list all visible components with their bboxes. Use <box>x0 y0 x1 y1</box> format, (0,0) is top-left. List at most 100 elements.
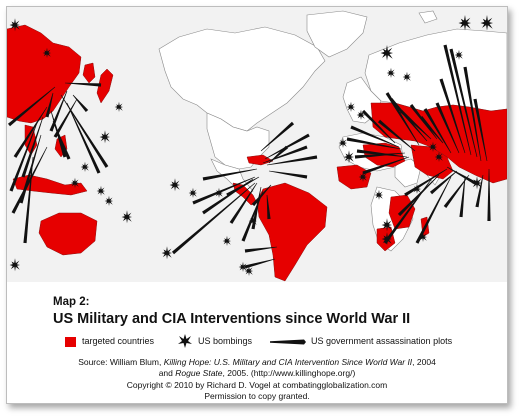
assassination-plot-line <box>53 98 78 138</box>
assassination-plot-line <box>346 137 402 150</box>
bombing-marker <box>214 187 223 198</box>
assassination-plot-line <box>229 182 258 224</box>
assassination-plot-line <box>459 176 466 218</box>
bombing-marker <box>104 195 113 206</box>
bombing-marker <box>99 130 110 144</box>
assassination-plot-line <box>13 106 48 158</box>
saudi-arabia <box>394 158 422 188</box>
bombing-marker <box>169 178 180 192</box>
bombing-marker <box>358 171 367 182</box>
assassination-plot-line <box>463 66 482 162</box>
legend: targeted countries US bombings US govern… <box>65 334 505 350</box>
assassination-plot-line <box>72 94 89 113</box>
assassination-plot-line <box>60 94 109 168</box>
assassination-plot-line <box>11 146 48 214</box>
bombing-marker <box>244 265 253 276</box>
assassination-plot-line <box>241 190 264 242</box>
korea <box>82 62 96 84</box>
assassination-plot-line <box>264 133 310 160</box>
permission: Permission to copy granted. <box>204 391 310 401</box>
bombing-marker <box>9 258 20 272</box>
bombing-marker <box>434 151 443 162</box>
assassination-plot-line <box>266 194 271 220</box>
china <box>7 24 82 124</box>
assassination-plot-lines <box>7 44 491 269</box>
assassination-plot-line <box>362 156 410 175</box>
bombing-marker <box>114 101 123 112</box>
bombing-marker <box>9 18 20 32</box>
assassination-plot-line <box>443 174 470 208</box>
assassination-plot-line <box>377 119 416 152</box>
canada <box>158 26 326 132</box>
assassination-plot-line <box>383 176 434 244</box>
assassination-plot-line <box>429 170 458 195</box>
assassination-plot-line <box>9 122 38 192</box>
assassination-plot-line <box>244 246 278 253</box>
bombing-marker <box>248 215 257 226</box>
copyright: Copyright © 2010 by Richard D. Vogel at … <box>126 380 388 390</box>
bombing-marker <box>418 231 427 242</box>
bomb-burst-icon <box>178 334 192 348</box>
assassination-plot-line <box>354 152 406 159</box>
assassination-plot-line <box>473 98 488 162</box>
bombing-marker <box>402 71 411 82</box>
source-line-1: Source: William Blum, Killing Hope: U.S.… <box>78 357 436 367</box>
bombing-marker <box>381 232 392 246</box>
assassination-plot-line <box>268 145 289 164</box>
targeted-swatch <box>65 337 76 347</box>
assassination-plot-line <box>397 174 440 217</box>
assassination-plot-line <box>171 182 256 255</box>
assassination-plot-line <box>446 166 476 185</box>
svalbard <box>418 10 438 24</box>
bombing-marker <box>346 101 355 112</box>
middle-east <box>410 144 454 180</box>
bombing-marker <box>161 246 172 260</box>
legend-assassinations-label: US government assassination plots <box>311 336 453 346</box>
assassination-plot-line <box>66 102 101 174</box>
assassination-plot-line <box>419 115 444 144</box>
bombing-marker <box>356 109 365 120</box>
assassination-plot-line <box>435 102 460 154</box>
assassination-plot-line <box>350 125 400 148</box>
assassination-plot-line <box>192 176 256 205</box>
bombing-marker <box>70 177 79 188</box>
bombing-marker <box>380 45 393 61</box>
assassination-plot-line <box>21 116 44 178</box>
bombing-marker <box>42 47 51 58</box>
assassination-plot-line <box>52 120 71 160</box>
map-label: Map 2: <box>53 296 90 308</box>
bombing-marker <box>96 185 105 196</box>
assassination-plot-line <box>385 92 420 146</box>
assassination-plot-line <box>361 109 396 144</box>
assassination-plot-line <box>23 156 34 244</box>
legend-bombings-label: US bombings <box>198 336 253 346</box>
bombing-marker <box>471 176 482 190</box>
bombing-marker <box>188 187 197 198</box>
assassination-plot-line <box>356 149 408 158</box>
bombing-marker <box>338 137 347 148</box>
source-line-2: and Rogue State, 2005. (http://www.killi… <box>158 368 356 378</box>
assassination-plot-line <box>487 169 491 221</box>
australia <box>38 212 98 256</box>
dagger-icon <box>270 339 306 345</box>
assassination-plot-line <box>251 184 272 207</box>
bombing-marker <box>238 261 247 272</box>
assassination-plot-line <box>226 176 260 197</box>
assassination-plot-line <box>423 108 452 154</box>
bombing-marker <box>480 15 493 31</box>
west-africa <box>336 164 372 190</box>
assassination-plot-line <box>244 258 276 269</box>
assassination-plot-line <box>439 78 466 154</box>
cuba <box>246 154 274 166</box>
greenland <box>306 10 368 58</box>
bombing-marker <box>222 235 231 246</box>
japan <box>96 68 114 104</box>
bombing-marker <box>386 67 395 78</box>
assassination-plot-line <box>399 109 432 140</box>
bombing-marker <box>428 141 437 152</box>
assassination-plot-line <box>45 92 54 118</box>
bombing-marker <box>343 150 354 164</box>
south-america <box>256 182 328 282</box>
map-title: US Military and CIA Interventions since … <box>53 311 411 327</box>
assassination-plot-line <box>64 82 102 87</box>
